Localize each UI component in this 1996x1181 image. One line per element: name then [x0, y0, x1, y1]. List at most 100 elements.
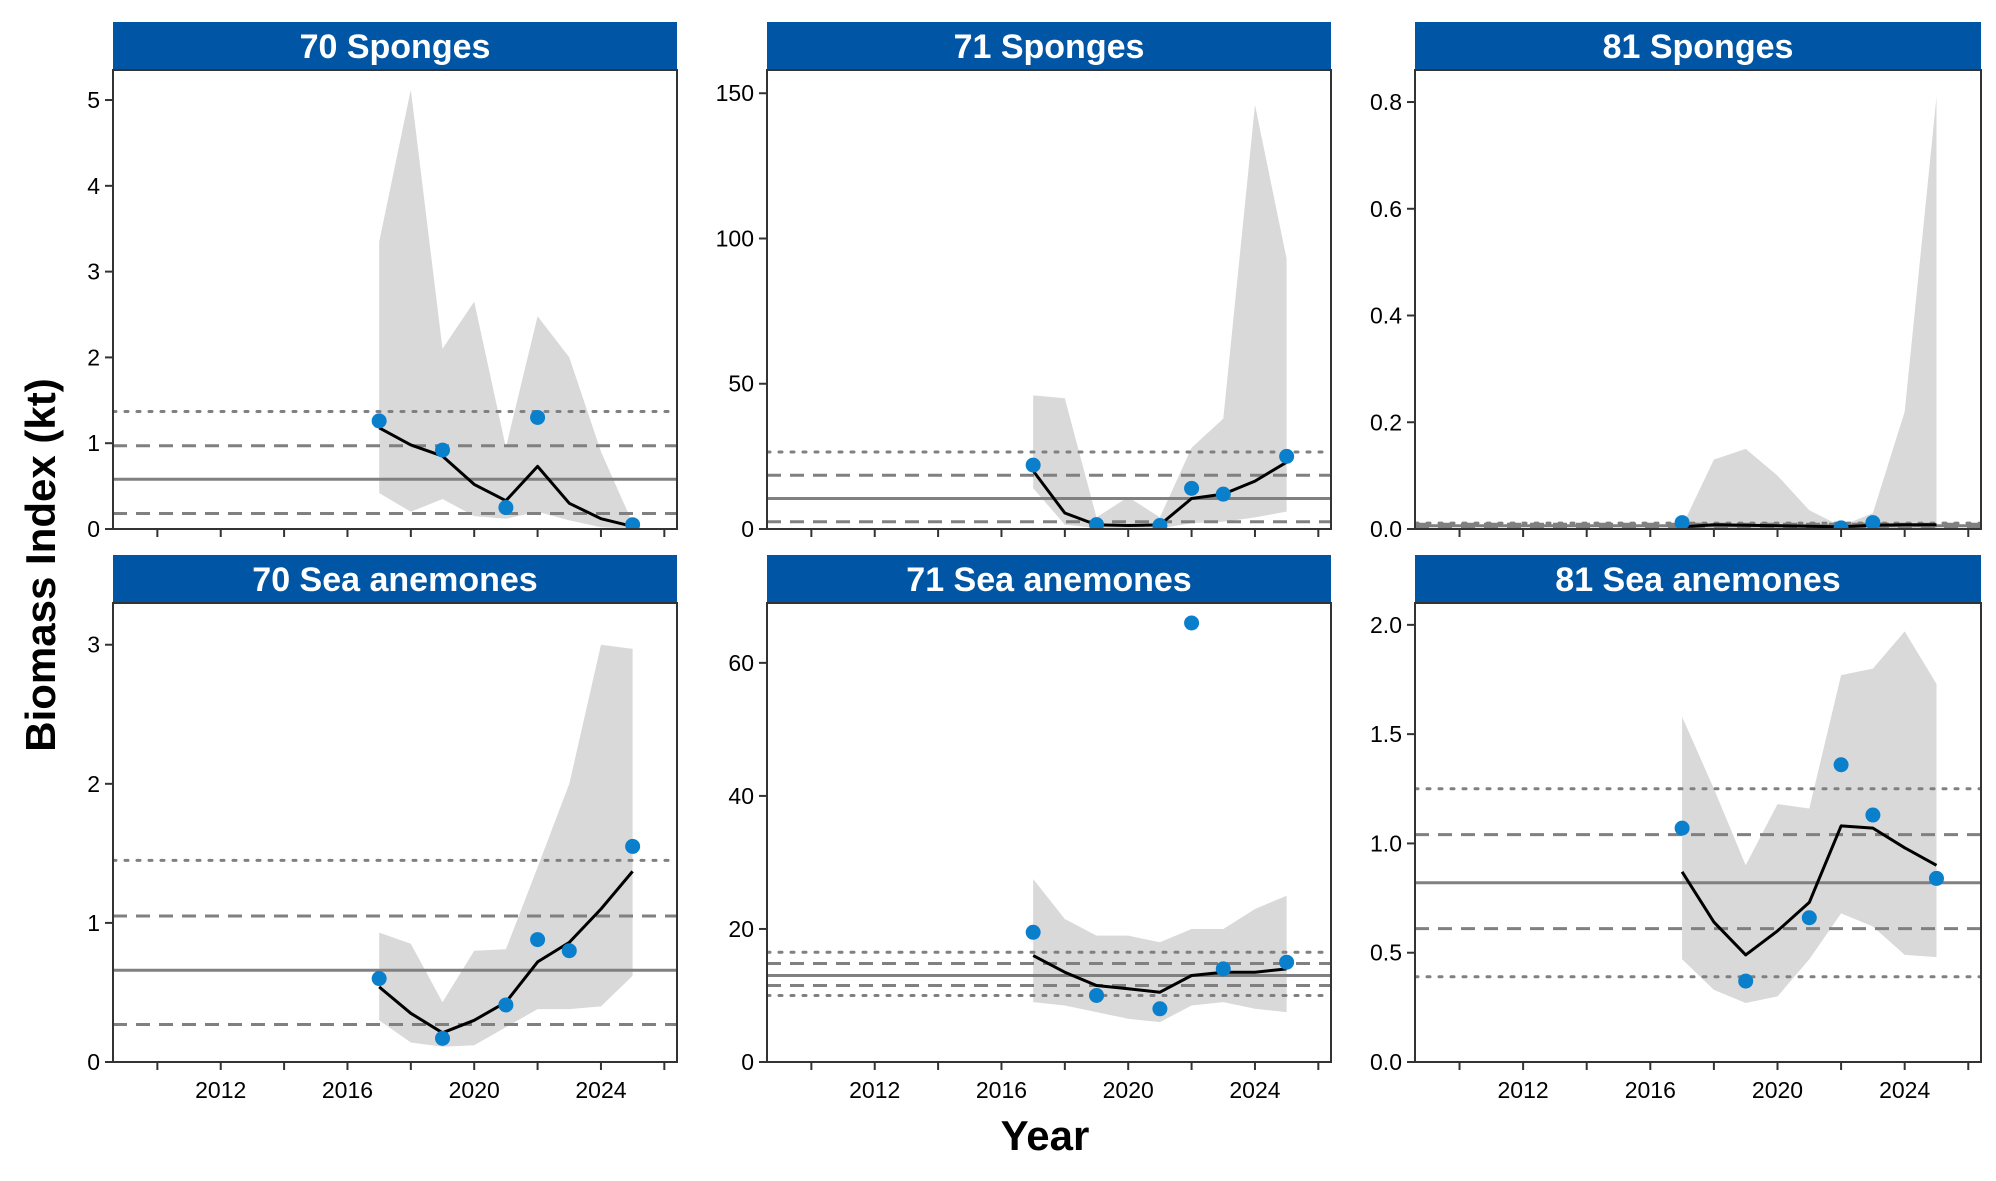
y-tick-label: 1 — [87, 910, 100, 936]
panel-title: 81 Sea anemones — [1555, 561, 1840, 599]
panel-strip — [767, 555, 1331, 603]
y-tick-label: 0 — [87, 516, 100, 542]
y-tick-label: 1.5 — [1370, 721, 1402, 747]
x-tick-label: 2024 — [575, 1077, 626, 1103]
observed-point — [530, 409, 546, 425]
confidence-ribbon — [1682, 96, 1937, 529]
x-tick-label: 2016 — [322, 1077, 373, 1103]
y-tick-label: 0.0 — [1370, 1049, 1402, 1075]
y-tick-label: 20 — [728, 916, 754, 942]
observed-point — [371, 413, 387, 429]
x-tick-label: 2024 — [1879, 1077, 1930, 1103]
panel-border — [1414, 69, 1982, 530]
panel-border — [112, 69, 678, 530]
x-tick-label: 2024 — [1229, 1077, 1280, 1103]
y-tick-label: 60 — [728, 650, 754, 676]
observed-point — [1152, 1001, 1168, 1017]
panel-strip — [113, 555, 677, 603]
observed-point — [1865, 807, 1881, 823]
panel-border — [766, 602, 1332, 1063]
y-tick-label: 1 — [87, 430, 100, 456]
plot-area — [113, 644, 677, 1047]
panel-border — [112, 602, 678, 1063]
observed-point — [625, 838, 641, 854]
observed-point — [1801, 910, 1817, 926]
panel-strip — [1415, 22, 1981, 70]
plot-area — [1415, 631, 1981, 1003]
observed-point — [1674, 820, 1690, 836]
confidence-ribbon — [1682, 631, 1937, 1003]
y-tick-label: 150 — [716, 80, 754, 106]
y-tick-label: 2 — [87, 344, 100, 370]
x-axis-title: Year — [1001, 1112, 1090, 1159]
x-tick-label: 2016 — [976, 1077, 1027, 1103]
x-tick-label: 2016 — [1625, 1077, 1676, 1103]
observed-point — [530, 932, 546, 948]
fitted-trend-line — [1681, 523, 1937, 529]
y-tick-label: 0 — [741, 1049, 754, 1075]
y-tick-label: 2 — [87, 771, 100, 797]
panel-2: 71 Sponges 0 50 100 150 — [716, 22, 1332, 542]
y-tick-label: 0.0 — [1370, 516, 1402, 542]
observed-point — [1833, 520, 1849, 529]
y-axis-title: Biomass Index (kt) — [17, 378, 64, 751]
panel-border — [1414, 602, 1982, 1063]
confidence-ribbon — [379, 89, 633, 529]
fitted-trend-line — [1032, 954, 1287, 994]
panel-strip — [767, 22, 1331, 70]
panel-title: 81 Sponges — [1603, 28, 1794, 66]
x-tick-label: 2020 — [449, 1077, 500, 1103]
panel-title: 70 Sea anemones — [252, 561, 537, 599]
panel-title: 70 Sponges — [300, 28, 491, 66]
panel-border — [766, 69, 1332, 530]
x-tick-label: 2012 — [1498, 1077, 1549, 1103]
x-tick-label: 2012 — [849, 1077, 900, 1103]
panel-3: 81 Sponges 0.0 0.2 0.4 0.6 0.8 — [1370, 22, 1982, 542]
y-tick-label: 0.2 — [1370, 409, 1402, 435]
plot-area — [767, 104, 1331, 529]
confidence-ribbon — [1033, 104, 1287, 529]
observed-point — [1215, 486, 1231, 502]
panel-6: 81 Sea anemones 0.0 0.5 1.0 1.5 2.0 2012 2016 20… — [1370, 555, 1982, 1103]
x-tick-label: 2012 — [195, 1077, 246, 1103]
x-tick-label: 2020 — [1103, 1077, 1154, 1103]
observed-point — [561, 943, 577, 959]
observed-point — [1928, 870, 1944, 886]
panel-strip — [113, 22, 677, 70]
y-tick-label: 3 — [87, 632, 100, 658]
x-tick-label: 2020 — [1752, 1077, 1803, 1103]
y-tick-label: 0.4 — [1370, 303, 1402, 329]
observed-point — [1025, 457, 1041, 473]
observed-point — [625, 517, 641, 529]
fitted-trend-line — [1680, 824, 1938, 957]
panel-title: 71 Sea anemones — [906, 561, 1191, 599]
observed-point — [1674, 515, 1690, 529]
observed-point — [1184, 480, 1200, 496]
observed-point — [498, 500, 514, 516]
y-tick-label: 0 — [87, 1049, 100, 1075]
observed-point — [1215, 961, 1231, 977]
y-tick-label: 0.5 — [1370, 940, 1402, 966]
observed-point — [1279, 954, 1295, 970]
panel-4: 70 Sea anemones 0 1 2 3 2012 2016 2020 2024 — [87, 555, 678, 1103]
y-tick-label: 1.0 — [1370, 830, 1402, 856]
y-tick-label: 0.8 — [1370, 89, 1402, 115]
observed-point — [1089, 517, 1105, 529]
panel-5: 71 Sea anemones 0 20 40 60 2012 2016 2020 2024 — [728, 555, 1332, 1103]
y-tick-label: 100 — [716, 225, 754, 251]
observed-point — [1184, 615, 1200, 631]
panel-strip — [1415, 555, 1981, 603]
y-tick-label: 50 — [728, 371, 754, 397]
observed-point — [1279, 448, 1295, 464]
y-tick-label: 5 — [87, 87, 100, 113]
y-tick-label: 3 — [87, 259, 100, 285]
plot-area — [1415, 96, 1981, 529]
observed-point — [435, 442, 451, 458]
plot-area — [113, 89, 677, 529]
observed-point — [1152, 518, 1168, 529]
observed-point — [498, 997, 514, 1013]
observed-point — [371, 971, 387, 987]
observed-point — [1865, 515, 1881, 529]
